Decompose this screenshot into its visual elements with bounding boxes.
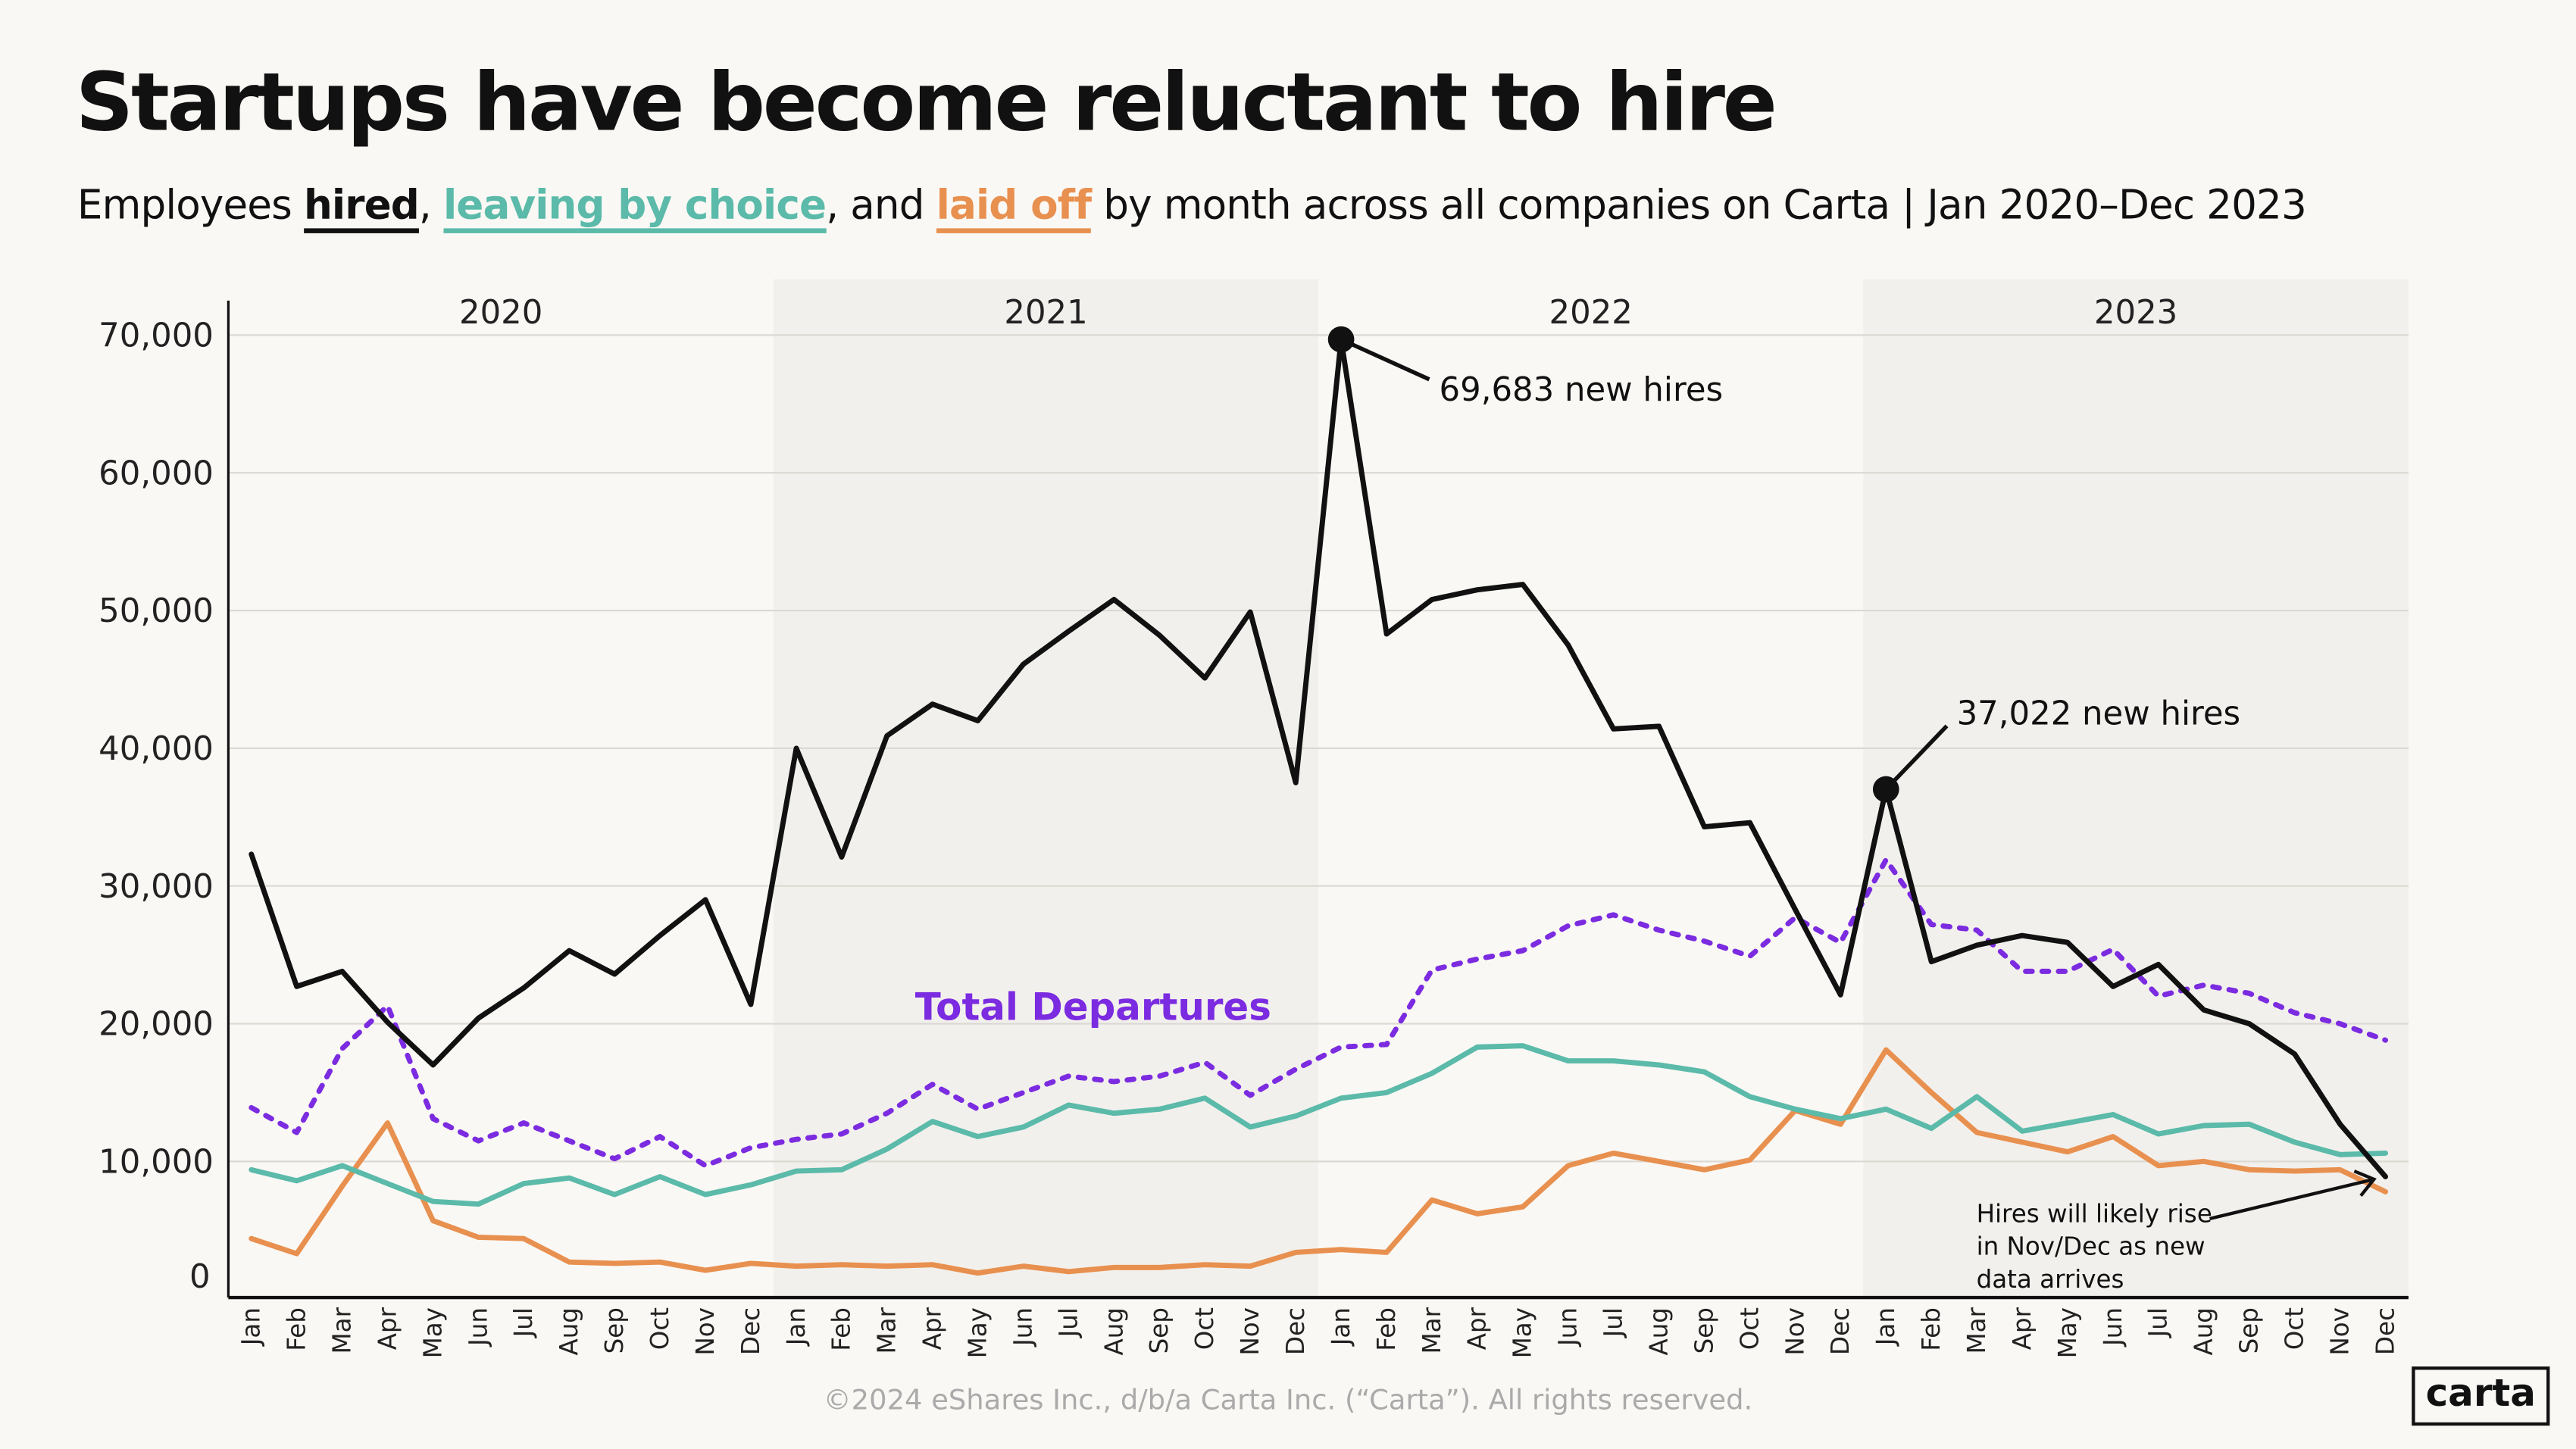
x-tick-label: Nov bbox=[1236, 1307, 1265, 1355]
x-tick-label: Sep bbox=[1145, 1307, 1174, 1354]
x-tick-label: Jul bbox=[1054, 1307, 1083, 1338]
annotation-peak-2022: 69,683 new hires bbox=[1440, 371, 1724, 409]
subtitle-text: by month across all companies on Carta |… bbox=[1091, 180, 2307, 229]
y-tick-label: 10,000 bbox=[98, 1144, 214, 1182]
x-tick-label: Feb bbox=[283, 1307, 311, 1351]
x-tick-label: Jul bbox=[1599, 1307, 1628, 1338]
x-tick-label: Nov bbox=[691, 1307, 720, 1355]
x-tick-label: Jun bbox=[2099, 1307, 2127, 1348]
y-tick-label: 20,000 bbox=[98, 1006, 214, 1044]
y-tick-label: 30,000 bbox=[98, 868, 214, 906]
x-tick-label: Oct bbox=[2280, 1307, 2309, 1350]
year-band-2021 bbox=[773, 279, 1319, 1298]
series-line-total_departures bbox=[249, 857, 2388, 1169]
x-tick-label: Dec bbox=[2371, 1307, 2399, 1355]
x-tick-label: Apr bbox=[1463, 1307, 1492, 1350]
x-tick-label: Oct bbox=[1190, 1307, 1219, 1350]
annotation-peak-2023: 37,022 new hires bbox=[1957, 695, 2241, 732]
x-tick-label: Mar bbox=[1962, 1307, 1991, 1354]
x-tick-label: Jun bbox=[1008, 1307, 1037, 1348]
x-tick-label: Apr bbox=[918, 1307, 947, 1350]
x-tick-label: Jan bbox=[237, 1307, 266, 1347]
series-line-hired bbox=[249, 336, 2388, 1179]
x-tick-label: Aug bbox=[2190, 1307, 2218, 1356]
x-tick-label: Jun bbox=[464, 1307, 492, 1348]
year-label-2023: 2023 bbox=[2094, 294, 2177, 332]
y-tick-label: 40,000 bbox=[98, 730, 214, 768]
y-tick-label: 0 bbox=[189, 1258, 211, 1296]
x-tick-label: Oct bbox=[1735, 1307, 1764, 1350]
x-tick-label: May bbox=[418, 1307, 447, 1358]
chart-title: Startups have become reluctant to hire bbox=[75, 55, 1777, 150]
arrow-head-icon bbox=[2353, 1170, 2377, 1197]
x-tick-label: Apr bbox=[2008, 1307, 2037, 1350]
subtitle-text: Employees bbox=[77, 180, 304, 229]
legend-leaving: leaving by choice bbox=[442, 180, 827, 233]
x-tick-label: May bbox=[1508, 1307, 1537, 1358]
legend-laid-off: laid off bbox=[936, 180, 1092, 233]
subtitle-text: , bbox=[418, 180, 443, 229]
x-tick-label: Feb bbox=[1372, 1307, 1401, 1351]
x-tick-label: Mar bbox=[873, 1307, 902, 1354]
x-tick-label: Feb bbox=[1917, 1307, 1946, 1351]
annotation-leader bbox=[1884, 724, 1949, 791]
x-tick-label: Aug bbox=[555, 1307, 583, 1356]
peak-2023-marker bbox=[1872, 776, 1899, 803]
x-tick-label: Sep bbox=[1690, 1307, 1718, 1354]
x-tick-label: Mar bbox=[1418, 1307, 1446, 1354]
peak-2022-marker bbox=[1327, 326, 1355, 353]
x-tick-label: Dec bbox=[1826, 1307, 1855, 1355]
note-line-2: in Nov/Dec as new bbox=[1977, 1232, 2206, 1261]
y-tick-label: 60,000 bbox=[98, 454, 214, 492]
x-tick-label: May bbox=[2053, 1307, 2082, 1358]
total-departures-label: Total Departures bbox=[915, 985, 1271, 1029]
x-tick-label: Aug bbox=[1644, 1307, 1673, 1356]
x-tick-label: Jan bbox=[1871, 1307, 1900, 1347]
x-tick-label: Nov bbox=[2325, 1307, 2354, 1355]
x-tick-label: Jan bbox=[782, 1307, 811, 1347]
x-tick-label: Feb bbox=[827, 1307, 856, 1351]
year-label-2022: 2022 bbox=[1549, 294, 1633, 332]
series-line-leaving bbox=[249, 1043, 2388, 1207]
y-tick-label: 70,000 bbox=[98, 317, 214, 355]
x-tick-label: May bbox=[964, 1307, 993, 1358]
x-tick-label: Mar bbox=[327, 1307, 356, 1354]
carta-logo: carta bbox=[2412, 1366, 2550, 1426]
note-arrow bbox=[2209, 1177, 2374, 1221]
x-tick-label: Jul bbox=[509, 1307, 538, 1338]
x-tick-label: Nov bbox=[1780, 1307, 1809, 1355]
x-tick-label: Apr bbox=[373, 1307, 402, 1350]
x-tick-label: Oct bbox=[646, 1307, 674, 1350]
x-tick-label: Aug bbox=[1099, 1307, 1128, 1356]
series-line-laid_off bbox=[249, 1047, 2388, 1276]
y-tick-label: 50,000 bbox=[98, 592, 214, 630]
annotation-leader bbox=[1340, 337, 1430, 382]
year-label-2020: 2020 bbox=[459, 294, 542, 332]
year-band-2023 bbox=[1863, 279, 2409, 1298]
chart-subtitle: Employees hired, leaving by choice, and … bbox=[77, 180, 2307, 233]
x-tick-label: Sep bbox=[2235, 1307, 2264, 1354]
note-line-3: data arrives bbox=[1977, 1265, 2124, 1294]
legend-hired: hired bbox=[303, 180, 420, 233]
subtitle-text: , and bbox=[826, 180, 936, 229]
x-tick-label: Jan bbox=[1327, 1307, 1355, 1347]
copyright: ©2024 eShares Inc., d/b/a Carta Inc. (“C… bbox=[823, 1384, 1753, 1418]
year-label-2021: 2021 bbox=[1004, 294, 1087, 332]
x-tick-label: Sep bbox=[600, 1307, 629, 1354]
x-tick-label: Dec bbox=[736, 1307, 765, 1355]
note-line-1: Hires will likely rise bbox=[1977, 1199, 2212, 1228]
x-tick-label: Jun bbox=[1554, 1307, 1583, 1348]
x-tick-label: Jul bbox=[2144, 1307, 2173, 1338]
x-tick-label: Dec bbox=[1281, 1307, 1310, 1355]
